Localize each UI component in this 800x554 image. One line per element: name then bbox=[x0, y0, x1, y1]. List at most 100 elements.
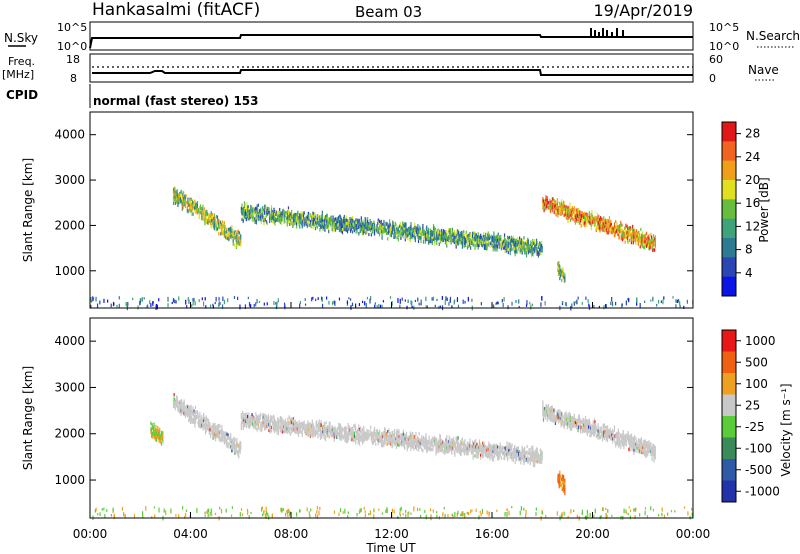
echo-cell bbox=[194, 421, 196, 425]
echo-cell bbox=[275, 218, 277, 222]
echo-cell bbox=[426, 225, 428, 229]
echo-cell bbox=[201, 216, 203, 221]
echo-cell bbox=[404, 223, 406, 228]
echo-cell bbox=[242, 417, 244, 421]
echo-cell bbox=[292, 213, 294, 218]
echo-cell bbox=[256, 210, 258, 215]
echo-cell bbox=[213, 216, 215, 220]
nave-tick-top: 60 bbox=[709, 53, 723, 66]
echo-cell bbox=[535, 247, 537, 251]
echo-cell bbox=[571, 417, 573, 422]
echo-cell bbox=[302, 423, 305, 428]
freq-label-line2: [MHz] bbox=[2, 68, 34, 81]
echo-cell bbox=[214, 224, 217, 228]
echo-cell bbox=[564, 210, 566, 215]
echo-cell bbox=[564, 205, 567, 209]
echo-cell bbox=[346, 225, 348, 229]
echo-cell bbox=[442, 238, 444, 243]
echo-cell bbox=[579, 218, 581, 222]
echo-cell bbox=[489, 456, 491, 461]
echo-cell bbox=[191, 416, 193, 421]
echo-cell bbox=[308, 426, 310, 430]
echo-cell bbox=[373, 433, 376, 437]
echo-cell bbox=[528, 244, 530, 248]
echo-cell bbox=[304, 221, 307, 226]
echo-cell bbox=[429, 231, 432, 235]
echo-cell bbox=[213, 429, 215, 433]
echo-cell bbox=[300, 216, 302, 221]
echo-cell bbox=[256, 417, 258, 422]
echo-cell bbox=[401, 442, 403, 447]
echo-cell bbox=[465, 451, 467, 456]
echo-cell bbox=[612, 229, 614, 233]
echo-cell bbox=[388, 438, 390, 442]
echo-cell bbox=[654, 238, 656, 242]
echo-cell bbox=[518, 458, 520, 462]
echo-cell bbox=[282, 419, 285, 423]
echo-cell bbox=[399, 224, 401, 228]
echo-cell bbox=[286, 430, 288, 435]
echo-cell bbox=[287, 206, 290, 210]
echo-cell bbox=[424, 232, 426, 236]
clutter-cell bbox=[110, 303, 112, 308]
echo-cell bbox=[285, 429, 287, 433]
echo-cell bbox=[306, 426, 308, 431]
echo-cell bbox=[413, 441, 415, 445]
echo-cell bbox=[547, 200, 550, 205]
echo-cell bbox=[258, 414, 260, 418]
clutter-cell bbox=[544, 301, 546, 306]
echo-cell bbox=[484, 243, 486, 247]
echo-cell bbox=[558, 272, 560, 277]
echo-cell bbox=[180, 402, 182, 407]
echo-cell bbox=[584, 217, 587, 222]
echo-cell bbox=[561, 211, 563, 215]
echo-cell bbox=[514, 253, 516, 257]
echo-cell bbox=[486, 246, 488, 251]
echo-cell bbox=[203, 208, 205, 213]
echo-cell bbox=[578, 417, 580, 421]
echo-cell bbox=[464, 449, 467, 453]
echo-cell bbox=[302, 426, 305, 431]
echo-cell bbox=[363, 224, 366, 228]
echo-cell bbox=[247, 211, 249, 215]
echo-cell bbox=[514, 454, 516, 458]
echo-cell bbox=[427, 241, 430, 245]
echo-cell bbox=[410, 437, 413, 442]
echo-cell bbox=[410, 228, 413, 232]
echo-cell bbox=[194, 202, 196, 207]
echo-cell bbox=[182, 192, 184, 197]
echo-cell bbox=[272, 420, 275, 425]
echo-cell bbox=[567, 416, 569, 420]
echo-cell bbox=[364, 226, 366, 230]
echo-cell bbox=[373, 426, 376, 431]
echo-cell bbox=[487, 445, 489, 449]
echo-cell bbox=[302, 211, 305, 215]
echo-cell bbox=[367, 432, 369, 436]
echo-cell bbox=[477, 235, 479, 239]
echo-cell bbox=[613, 225, 616, 229]
echo-cell bbox=[291, 420, 293, 424]
echo-cell bbox=[354, 220, 356, 225]
echo-cell bbox=[426, 237, 428, 242]
echo-cell bbox=[529, 243, 531, 248]
echo-cell bbox=[378, 434, 380, 439]
echo-cell bbox=[193, 415, 195, 419]
echo-cell bbox=[220, 429, 222, 433]
echo-cell bbox=[553, 415, 555, 419]
echo-cell bbox=[584, 422, 587, 427]
clutter-cell bbox=[186, 304, 188, 309]
echo-cell bbox=[327, 428, 329, 432]
echo-cell bbox=[227, 442, 229, 446]
echo-cell bbox=[349, 430, 351, 435]
echo-cell bbox=[329, 216, 332, 220]
echo-cell bbox=[520, 457, 522, 462]
echo-cell bbox=[275, 421, 278, 425]
echo-cell bbox=[267, 210, 269, 214]
echo-cell bbox=[614, 225, 616, 229]
echo-cell bbox=[324, 437, 327, 442]
echo-cell bbox=[424, 440, 426, 444]
clutter-cell bbox=[464, 300, 466, 304]
echo-cell bbox=[481, 444, 484, 449]
echo-cell bbox=[387, 429, 389, 434]
echo-cell bbox=[277, 425, 279, 429]
